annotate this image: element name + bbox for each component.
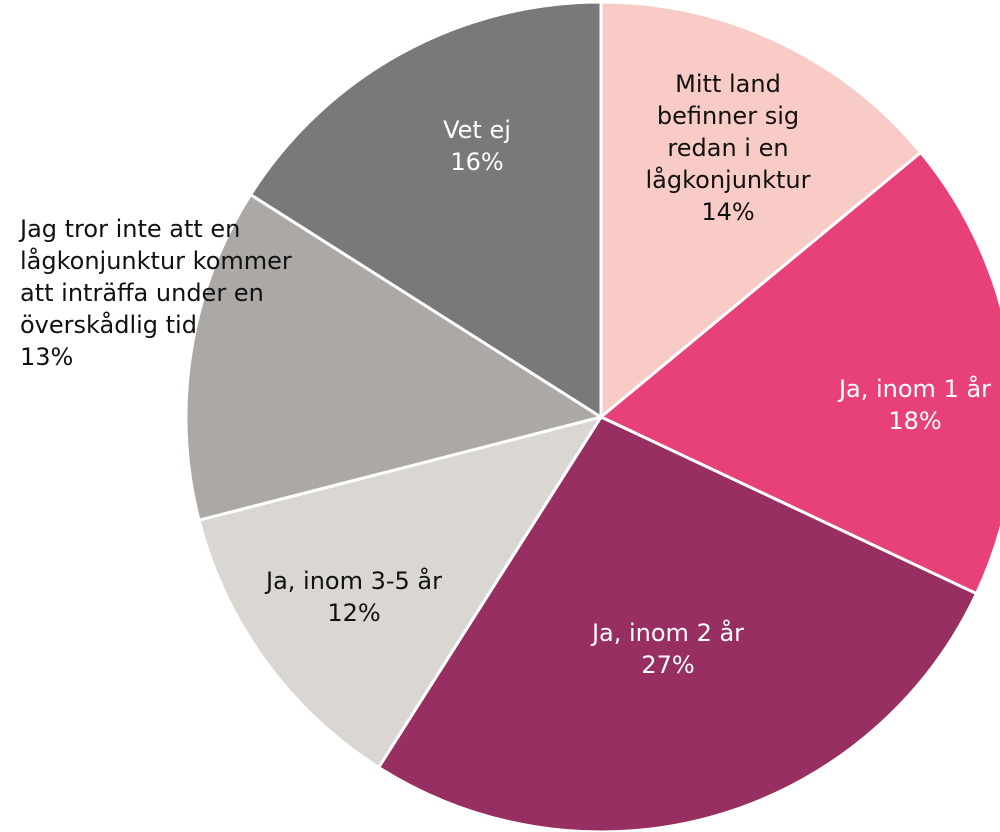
category-label: Ja, inom 1 år: [838, 375, 992, 403]
value-label: 18%: [888, 407, 942, 435]
value-label: 13%: [20, 343, 74, 371]
pie-slice: [184, 192, 605, 523]
category-label: Ja, inom 2 år: [591, 619, 745, 647]
category-label: Mitt land befinner sig redan i en lågkon…: [645, 70, 811, 194]
pie-slice: [248, 0, 603, 420]
slice-label: Mitt land befinner sig redan i en lågkon…: [623, 68, 833, 228]
slice-label: Jag tror inte att en lågkonjunktur komme…: [20, 213, 310, 373]
pie-slice: [376, 415, 979, 832]
category-label: Ja, inom 3-5 år: [265, 567, 442, 595]
category-label: Jag tror inte att en lågkonjunktur komme…: [20, 215, 292, 339]
pie-slice: [598, 150, 1000, 596]
slice-label: Ja, inom 1 år 18%: [820, 373, 1000, 437]
value-label: 14%: [701, 198, 755, 226]
value-label: 12%: [327, 599, 381, 627]
pie-slice: [197, 414, 605, 770]
value-label: 27%: [641, 651, 695, 679]
value-label: 16%: [450, 148, 504, 176]
slice-label: Vet ej 16%: [397, 114, 557, 178]
category-label: Vet ej: [443, 116, 511, 144]
slice-label: Ja, inom 3-5 år 12%: [234, 565, 474, 629]
slice-label: Ja, inom 2 år 27%: [558, 617, 778, 681]
pie-slice: [599, 0, 923, 421]
